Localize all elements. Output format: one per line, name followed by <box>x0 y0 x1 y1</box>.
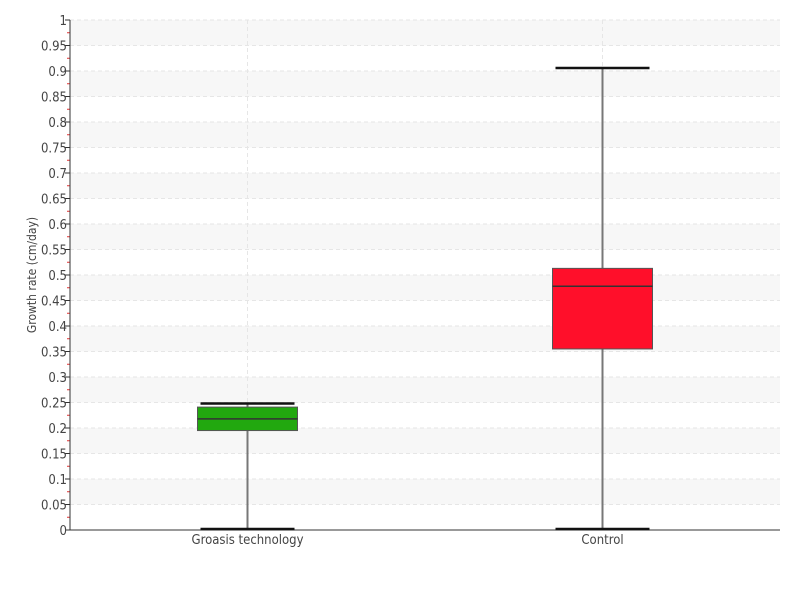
box-iqr <box>552 267 653 350</box>
y-tick-label: 0.55 <box>41 244 67 259</box>
y-tick-label: 0.2 <box>48 422 67 437</box>
y-axis-label: Growth rate (cm/day) <box>25 217 39 333</box>
y-tick-label: 0.15 <box>41 448 67 463</box>
x-category-label: Control <box>581 533 623 548</box>
y-tick-label: 0.65 <box>41 193 67 208</box>
axes: 0 0.05 0.1 0.15 0.2 0.25 0.3 0.35 0.4 0.45 0.5 0.55… <box>41 14 780 548</box>
y-tick-label: 0.25 <box>41 397 67 412</box>
y-tick-label: 0.05 <box>41 499 67 514</box>
y-tick-label: 0.75 <box>41 142 67 157</box>
y-tick-label: 0.35 <box>41 346 67 361</box>
y-tick-label: 0.5 <box>48 269 67 284</box>
grid-band <box>70 20 780 46</box>
y-tick-label: 0.7 <box>48 167 67 182</box>
y-tick-label: 0.6 <box>48 218 67 233</box>
grid-band <box>70 377 780 403</box>
x-category-label: Groasis technology <box>192 533 304 548</box>
y-tick-label: 0 <box>60 524 67 539</box>
grid-band <box>70 122 780 148</box>
y-tick-label: 0.1 <box>48 473 67 488</box>
grid-band <box>70 224 780 250</box>
grid-band <box>70 326 780 352</box>
y-tick-label: 0.85 <box>41 91 67 106</box>
grid-band <box>70 173 780 199</box>
grid-bands <box>70 20 780 505</box>
y-tick-label: 0.8 <box>48 116 67 131</box>
grid-band <box>70 71 780 97</box>
y-tick-label: 0.95 <box>41 40 67 55</box>
y-tick-label: 0.3 <box>48 371 67 386</box>
grid-lines <box>70 19 780 530</box>
grid-band <box>70 428 780 454</box>
y-tick-label: 1 <box>60 14 67 29</box>
grid-band <box>70 479 780 505</box>
y-tick-label: 0.4 <box>48 320 67 335</box>
grid-band <box>70 275 780 301</box>
boxes <box>197 66 653 531</box>
y-tick-label: 0.45 <box>41 295 67 310</box>
y-tick-label: 0.9 <box>48 65 67 80</box>
